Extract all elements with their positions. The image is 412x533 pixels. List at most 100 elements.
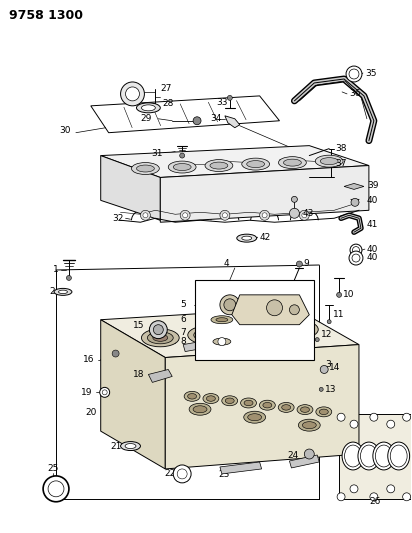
Ellipse shape (168, 161, 196, 173)
Text: 35: 35 (365, 69, 377, 77)
Circle shape (351, 198, 359, 206)
Circle shape (300, 211, 309, 220)
Circle shape (327, 320, 331, 324)
Circle shape (291, 196, 297, 203)
Circle shape (126, 87, 139, 101)
Text: 38: 38 (335, 144, 346, 153)
Text: 11: 11 (333, 310, 344, 319)
Ellipse shape (141, 105, 155, 111)
Polygon shape (101, 308, 359, 358)
Polygon shape (91, 96, 279, 133)
Polygon shape (220, 462, 262, 474)
Text: 16: 16 (83, 355, 94, 364)
Ellipse shape (247, 160, 265, 167)
Ellipse shape (260, 400, 275, 410)
Ellipse shape (316, 407, 332, 417)
Ellipse shape (184, 391, 200, 401)
Text: 22: 22 (164, 470, 176, 479)
Ellipse shape (302, 422, 316, 429)
Circle shape (180, 211, 190, 220)
Circle shape (220, 295, 240, 315)
Circle shape (349, 251, 363, 265)
Ellipse shape (278, 402, 294, 413)
Text: 15: 15 (133, 321, 144, 330)
Ellipse shape (282, 405, 290, 410)
Polygon shape (165, 345, 359, 469)
Ellipse shape (373, 442, 395, 470)
Text: 21: 21 (111, 441, 122, 450)
Circle shape (121, 82, 145, 106)
Circle shape (352, 254, 360, 262)
Ellipse shape (342, 442, 364, 470)
Text: 37: 37 (335, 159, 346, 168)
Circle shape (320, 366, 328, 374)
Polygon shape (339, 414, 411, 499)
Ellipse shape (59, 290, 68, 294)
Ellipse shape (136, 165, 154, 172)
Circle shape (290, 208, 300, 218)
Ellipse shape (297, 405, 313, 415)
Polygon shape (183, 342, 202, 352)
Text: 17: 17 (168, 337, 180, 346)
Circle shape (304, 449, 314, 459)
Ellipse shape (205, 159, 233, 172)
Polygon shape (225, 116, 240, 128)
Ellipse shape (210, 162, 228, 169)
Circle shape (387, 420, 395, 428)
Polygon shape (344, 183, 364, 189)
Circle shape (140, 211, 150, 220)
Polygon shape (148, 369, 172, 382)
Ellipse shape (199, 332, 214, 338)
Ellipse shape (244, 411, 266, 423)
Circle shape (260, 211, 269, 220)
Text: 40: 40 (367, 253, 378, 262)
Text: 18: 18 (133, 370, 144, 379)
Circle shape (337, 293, 342, 297)
Circle shape (43, 476, 69, 502)
Polygon shape (290, 455, 319, 468)
Circle shape (290, 305, 300, 315)
Text: 34: 34 (210, 114, 221, 123)
Ellipse shape (225, 398, 234, 403)
Polygon shape (101, 146, 369, 177)
Text: 40: 40 (367, 196, 378, 205)
Ellipse shape (292, 326, 307, 333)
Circle shape (302, 213, 307, 218)
Text: 23: 23 (218, 471, 229, 479)
Ellipse shape (300, 407, 309, 413)
Polygon shape (101, 156, 160, 220)
Ellipse shape (222, 396, 238, 406)
Ellipse shape (242, 236, 252, 240)
Ellipse shape (263, 402, 272, 408)
Circle shape (143, 213, 148, 218)
Circle shape (66, 276, 71, 280)
Ellipse shape (320, 158, 338, 165)
Circle shape (177, 469, 187, 479)
Text: 41: 41 (367, 220, 378, 229)
Text: 42: 42 (260, 232, 271, 241)
Circle shape (350, 420, 358, 428)
Circle shape (319, 387, 323, 391)
Circle shape (296, 261, 302, 267)
Circle shape (346, 66, 362, 82)
Ellipse shape (360, 445, 377, 467)
Ellipse shape (211, 316, 233, 324)
Ellipse shape (279, 157, 306, 168)
Ellipse shape (240, 326, 266, 338)
Ellipse shape (173, 164, 191, 171)
Ellipse shape (147, 332, 173, 344)
Text: 8: 8 (180, 337, 186, 346)
Text: 31: 31 (151, 149, 163, 158)
Circle shape (370, 413, 378, 421)
Ellipse shape (388, 442, 410, 470)
Ellipse shape (390, 445, 407, 467)
Text: 7: 7 (180, 328, 186, 337)
Circle shape (262, 213, 267, 218)
Circle shape (100, 387, 110, 397)
Text: 10: 10 (343, 290, 355, 300)
Circle shape (193, 117, 201, 125)
Circle shape (227, 95, 232, 100)
Circle shape (370, 493, 378, 501)
Ellipse shape (188, 326, 225, 344)
Text: 32: 32 (112, 214, 124, 223)
